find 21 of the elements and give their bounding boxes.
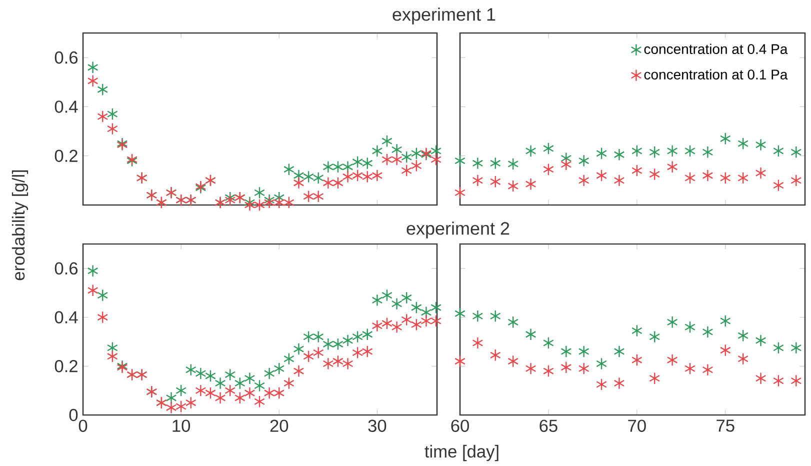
- x-tick-label: 70: [628, 420, 646, 432]
- x-tick-label: 10: [172, 420, 190, 432]
- y-tick-label: 0: [69, 408, 78, 422]
- y-tick-label: 0.2: [54, 360, 78, 372]
- legend-label: concentration at 0.4 Pa: [644, 44, 788, 54]
- y-axis-title: erodability [g/l]: [12, 170, 28, 280]
- x-tick-label: 30: [368, 420, 386, 432]
- y-tick-label: 0.6: [54, 51, 78, 64]
- x-tick-label: 60: [451, 420, 469, 432]
- x-axis-title: time [day]: [424, 444, 498, 462]
- x-tick-label: 0: [78, 420, 88, 432]
- x-tick-label: 65: [540, 420, 558, 432]
- y-tick-label: 0.6: [54, 262, 78, 275]
- x-tick-label: 20: [270, 420, 288, 432]
- y-tick-label: 0.4: [54, 311, 78, 324]
- x-tick-label: 75: [716, 420, 734, 432]
- chart-title: experiment 2: [406, 222, 510, 238]
- y-tick-label: 0.2: [54, 150, 78, 162]
- legend-label: concentration at 0.1 Pa: [644, 69, 788, 80]
- y-tick-label: 0.4: [54, 100, 78, 113]
- chart-title: experiment 1: [392, 8, 496, 24]
